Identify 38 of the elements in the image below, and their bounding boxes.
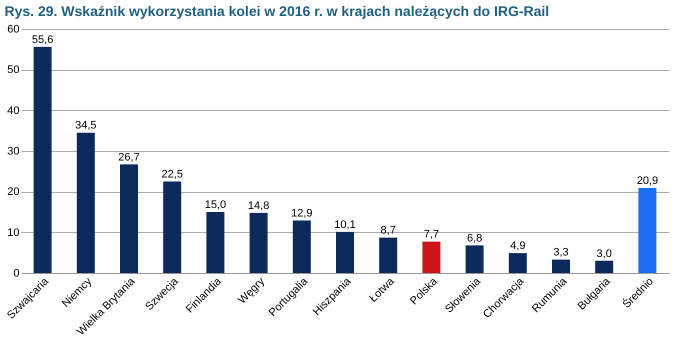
bar <box>638 188 656 273</box>
bar <box>336 232 354 273</box>
bar <box>250 212 268 273</box>
data-label: 26,7 <box>118 151 140 164</box>
data-label: 14,8 <box>248 200 270 212</box>
y-tick-label: 40 <box>7 104 20 117</box>
bar <box>466 245 484 273</box>
data-label: 22,5 <box>161 168 183 180</box>
bar <box>292 220 311 273</box>
data-label: 3,0 <box>596 248 612 260</box>
bar <box>595 260 614 273</box>
data-label: 3,3 <box>553 246 569 259</box>
y-tick-label: 20 <box>7 186 20 198</box>
data-label: 34,5 <box>75 120 97 132</box>
data-label: 7,7 <box>424 228 440 241</box>
data-label: 10,1 <box>334 218 356 231</box>
bar <box>508 253 527 273</box>
data-label: 4,9 <box>510 240 526 252</box>
bar <box>34 46 52 273</box>
data-label: 8,7 <box>380 224 396 237</box>
data-label: 55,6 <box>32 34 54 46</box>
chart-title: Rys. 29. Wskaźnik wykorzystania kolei w 2016 r. w krajach należących do IRG-Rail <box>4 3 550 19</box>
data-label: 15,0 <box>204 199 226 211</box>
bar <box>206 212 224 273</box>
bar <box>120 164 138 273</box>
y-tick-label: 50 <box>7 64 20 76</box>
y-tick-label: 10 <box>7 226 20 239</box>
y-tick-label: 30 <box>7 146 20 158</box>
bar <box>379 238 398 273</box>
data-label: 12,9 <box>291 208 313 220</box>
bar <box>422 242 440 273</box>
bar <box>552 260 570 273</box>
y-tick-label: 60 <box>7 24 20 36</box>
bar <box>76 132 95 273</box>
data-label: 6,8 <box>466 232 482 244</box>
bar <box>163 182 182 273</box>
y-tick-label: 0 <box>13 268 20 280</box>
data-label: 20,9 <box>636 175 658 188</box>
